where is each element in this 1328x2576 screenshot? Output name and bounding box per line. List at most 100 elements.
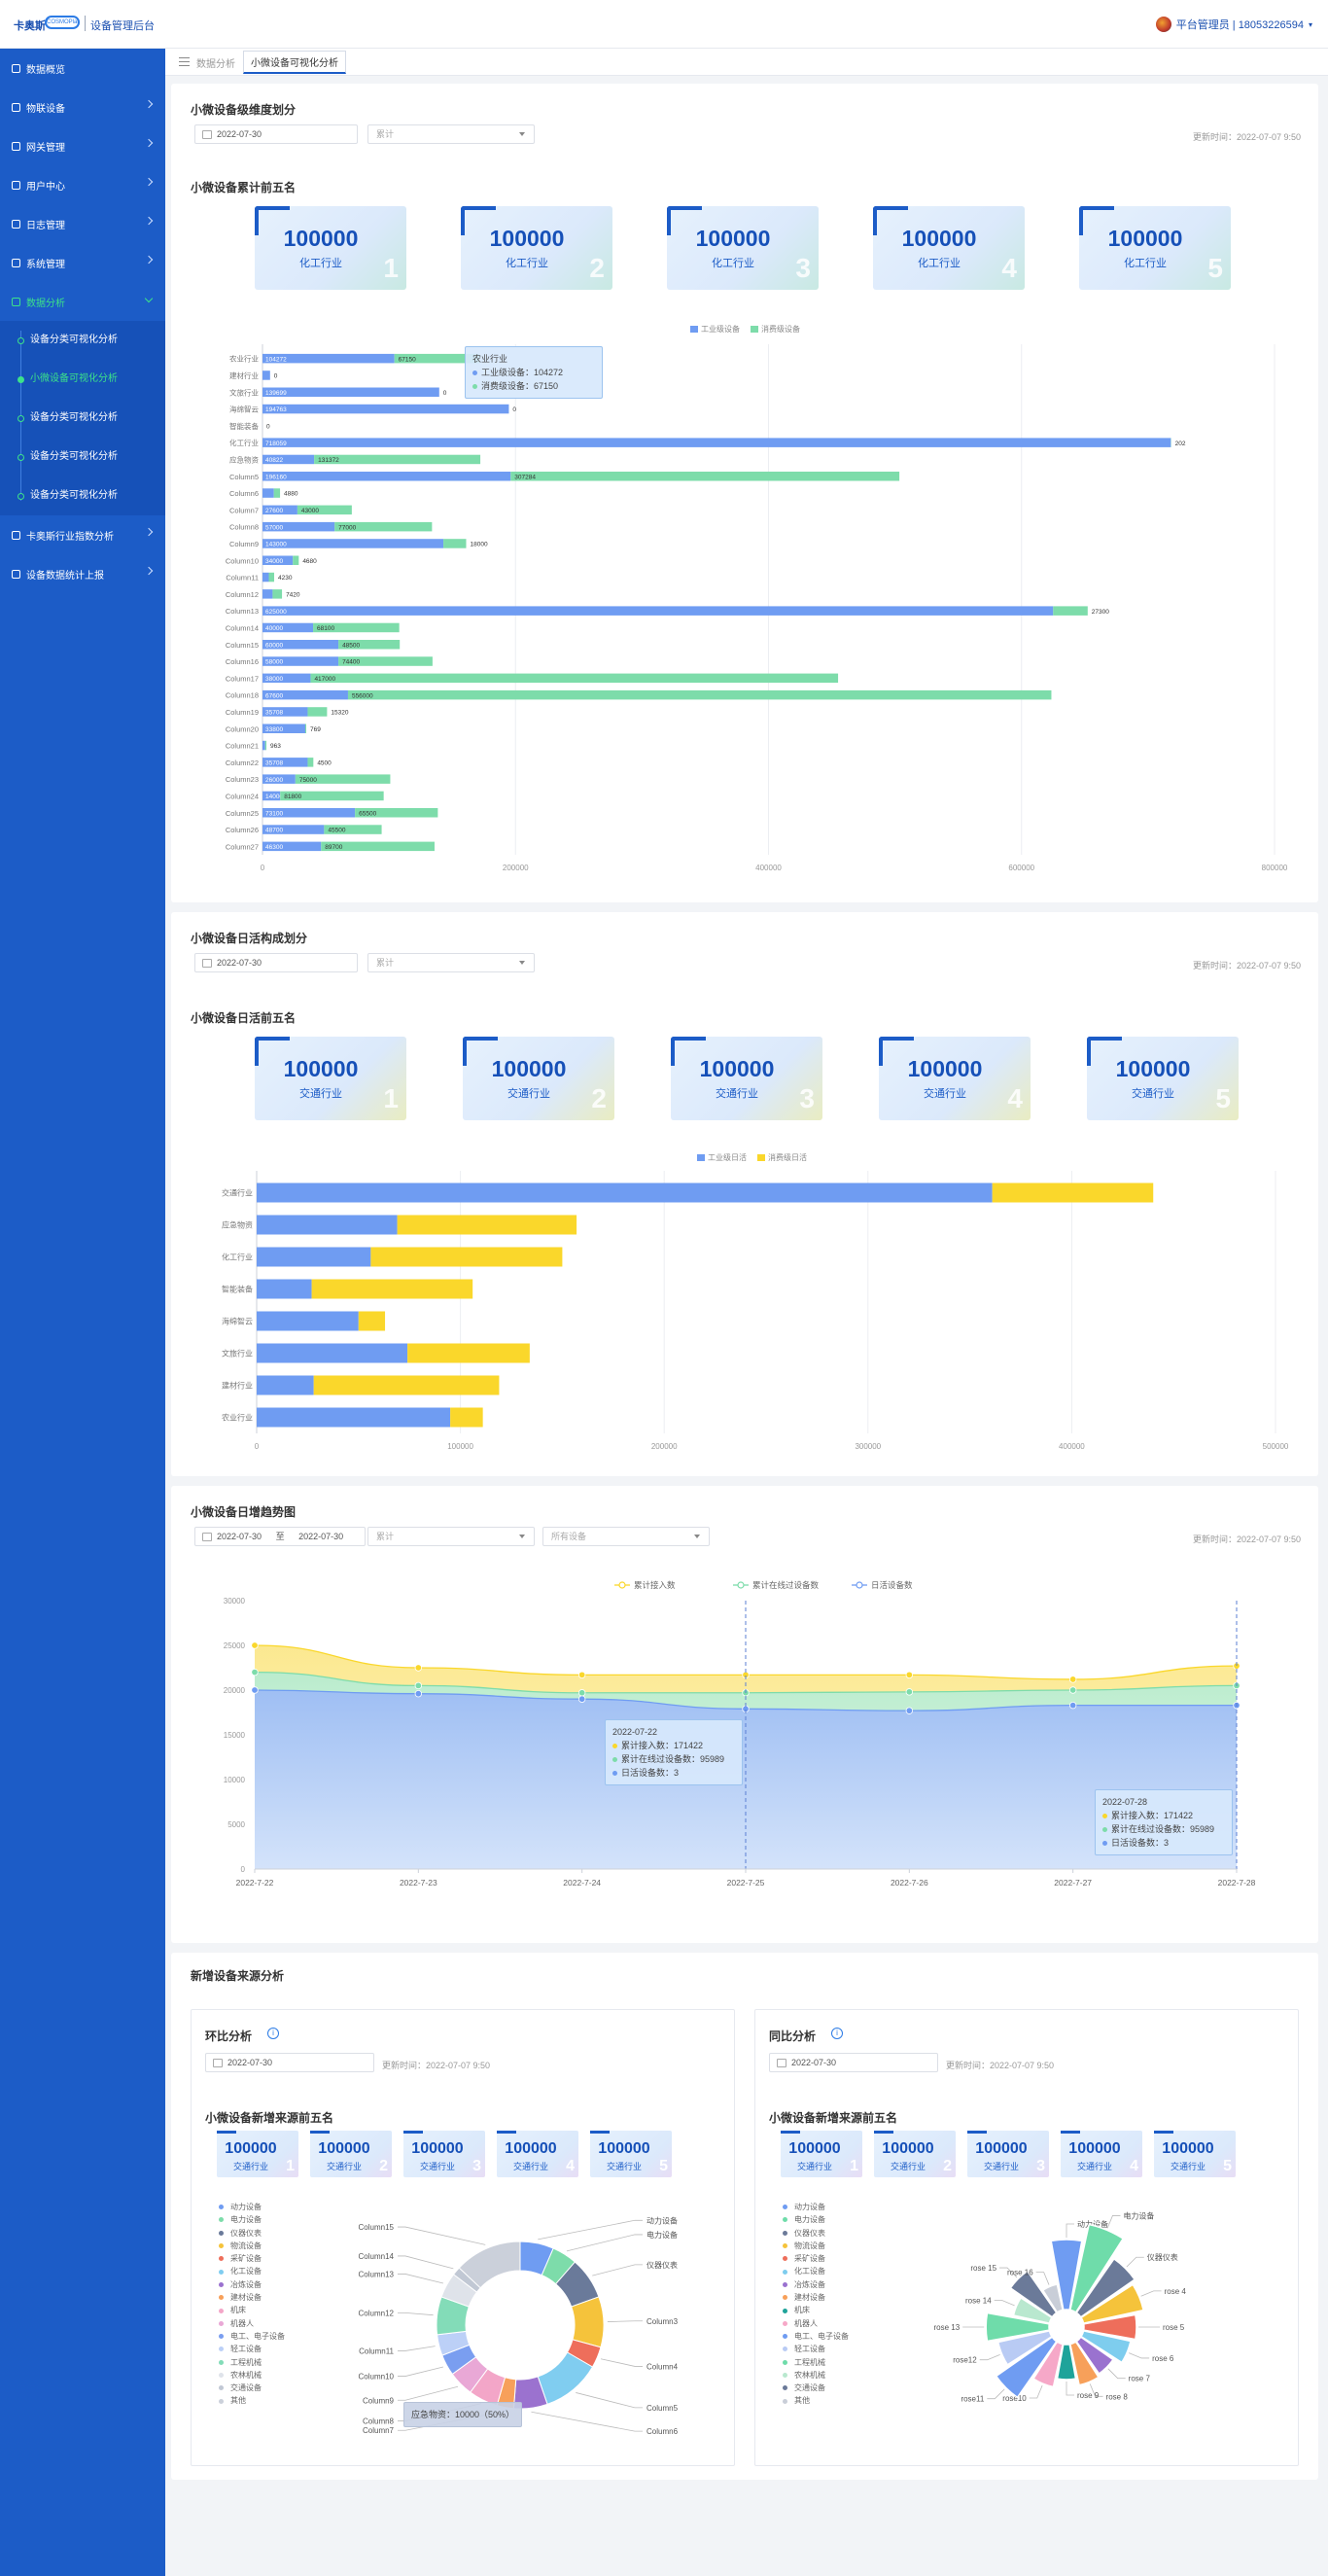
legend-item[interactable]: 交通设备 — [783, 2382, 849, 2394]
legend-item[interactable]: 电工、电子设备 — [783, 2330, 849, 2343]
legend-item[interactable]: 动力设备 — [783, 2201, 849, 2213]
legend-item[interactable]: 物流设备 — [219, 2240, 285, 2252]
legend-label: 工程机械 — [230, 2357, 262, 2367]
sidebar-subitem[interactable]: 设备分类可视化分析 — [0, 321, 165, 360]
legend-item[interactable]: 采矿设备 — [783, 2252, 849, 2265]
sidebar-subitem-active[interactable]: 小微设备可视化分析 — [0, 360, 165, 399]
legend-item[interactable]: 轻工设备 — [219, 2343, 285, 2355]
rose-petal — [985, 2311, 1051, 2343]
date-range-picker[interactable]: 2022-07-30 至 2022-07-30 — [194, 1527, 366, 1546]
bar — [304, 723, 306, 733]
x-tick-label: 300000 — [855, 1442, 881, 1451]
legend-item[interactable]: 交通设备 — [219, 2382, 285, 2394]
type-select[interactable]: 累计 — [367, 124, 535, 144]
sidebar-subitem[interactable]: 设备分类可视化分析 — [0, 399, 165, 438]
legend-item[interactable]: 化工设备 — [219, 2265, 285, 2277]
rank-card: 100000 交通行业 4 — [1061, 2131, 1142, 2177]
logo-divider — [85, 16, 86, 31]
tooltip-value: 累计在线过设备数：95989 — [621, 1754, 725, 1764]
leader-line — [1066, 2382, 1074, 2396]
legend-label: 轻工设备 — [230, 2345, 262, 2354]
user-menu[interactable]: 平台管理员 | 18053226594 ▾ — [1155, 17, 1312, 32]
sidebar-item-industry-index[interactable]: 卡奥斯行业指数分析 — [0, 515, 165, 554]
bar — [262, 438, 1171, 447]
legend-item[interactable]: 建材设备 — [219, 2291, 285, 2304]
rank-card: 100000 化工行业 4 — [873, 206, 1025, 290]
legend-item[interactable]: 农林机械 — [219, 2369, 285, 2382]
date-picker[interactable]: 2022-07-30 — [769, 2053, 938, 2072]
tooltip-row: 累计接入数：171422 — [1102, 1809, 1225, 1822]
info-icon[interactable]: i — [267, 2028, 279, 2039]
type-select[interactable]: 累计 — [367, 953, 535, 972]
sidebar-subitem-label: 小微设备可视化分析 — [30, 373, 118, 384]
tab-data-analysis[interactable]: 数据分析 — [196, 59, 235, 70]
x-tick-label: 2022-7-23 — [400, 1878, 437, 1888]
y-tick-label: Column15 — [226, 641, 259, 650]
bar — [262, 723, 305, 733]
sidebar-item-analysis[interactable]: 数据分析 — [0, 282, 165, 321]
leader-line — [398, 2385, 459, 2401]
legend-label: 轻工设备 — [794, 2345, 825, 2354]
sidebar-subitem[interactable]: 设备分类可视化分析 — [0, 476, 165, 515]
sidebar-item-gateway[interactable]: 网关管理 — [0, 126, 165, 165]
date-picker[interactable]: 2022-07-30 — [194, 953, 358, 972]
legend-item[interactable]: 电力设备 — [783, 2213, 849, 2226]
legend-item[interactable]: 建材设备 — [783, 2291, 849, 2304]
menu-icon[interactable] — [179, 57, 190, 66]
x-tick-label: 400000 — [755, 864, 782, 872]
x-tick-label: 200000 — [503, 864, 529, 872]
date-picker[interactable]: 2022-07-30 — [205, 2053, 374, 2072]
legend-item[interactable]: 动力设备 — [219, 2201, 285, 2213]
sidebar-item-users[interactable]: 用户中心 — [0, 165, 165, 204]
slice-label: Column15 — [359, 2223, 395, 2232]
data-point — [905, 1688, 914, 1696]
rank-label: 交通行业 — [606, 2162, 642, 2171]
petal-label: rose 13 — [934, 2323, 961, 2332]
y-tick-label: 5000 — [227, 1820, 245, 1829]
tooltip-value: 累计在线过设备数：95989 — [1111, 1824, 1215, 1834]
legend-item[interactable]: 机床 — [219, 2304, 285, 2316]
bar — [355, 808, 438, 818]
legend-item[interactable]: 机器人 — [219, 2317, 285, 2330]
bar — [262, 622, 314, 633]
legend-item[interactable]: 化工设备 — [783, 2265, 849, 2277]
sidebar-item-system[interactable]: 系统管理 — [0, 243, 165, 282]
legend-item[interactable]: 机床 — [783, 2304, 849, 2316]
legend-item[interactable]: 物流设备 — [783, 2240, 849, 2252]
slice-label: Column8 — [363, 2417, 395, 2426]
sidebar-subitem[interactable]: 设备分类可视化分析 — [0, 438, 165, 476]
sidebar-item-report[interactable]: 设备数据统计上报 — [0, 554, 165, 593]
legend-item[interactable]: 仪器仪表 — [783, 2227, 849, 2240]
bar — [310, 673, 839, 684]
legend-item[interactable]: 其他 — [783, 2394, 849, 2407]
legend-item[interactable]: 轻工设备 — [783, 2343, 849, 2355]
legend-label: 交通设备 — [230, 2383, 262, 2393]
sidebar-item-devices[interactable]: 物联设备 — [0, 88, 165, 126]
data-label: 769 — [310, 726, 321, 733]
data-label: 65500 — [359, 810, 376, 817]
device-select[interactable]: 所有设备 — [542, 1527, 710, 1546]
legend-item[interactable]: 冶炼设备 — [783, 2278, 849, 2291]
tab-micro-device[interactable]: 小微设备可视化分析 — [243, 51, 346, 74]
bar — [262, 521, 335, 532]
date-picker[interactable]: 2022-07-30 — [194, 124, 358, 144]
legend-item[interactable]: 农林机械 — [783, 2369, 849, 2382]
legend-item[interactable]: 工程机械 — [219, 2356, 285, 2369]
sidebar-item-logs[interactable]: 日志管理 — [0, 204, 165, 243]
info-icon[interactable]: i — [831, 2028, 843, 2039]
legend-item[interactable]: 工程机械 — [783, 2356, 849, 2369]
legend-item[interactable]: 采矿设备 — [219, 2252, 285, 2265]
legend-item[interactable]: 电工、电子设备 — [219, 2330, 285, 2343]
sidebar-item-overview[interactable]: 数据概览 — [0, 49, 165, 88]
legend-label: 日活设备数 — [871, 1580, 913, 1590]
legend-item[interactable]: 仪器仪表 — [219, 2227, 285, 2240]
legend-label: 农林机械 — [230, 2370, 262, 2380]
rank-label: 化工行业 — [712, 258, 754, 269]
legend-item[interactable]: 电力设备 — [219, 2213, 285, 2226]
chart-legend: 工业级日活 消费级日活 — [697, 1152, 807, 1162]
bar — [280, 791, 384, 801]
legend-item[interactable]: 冶炼设备 — [219, 2278, 285, 2291]
type-select[interactable]: 累计 — [367, 1527, 535, 1546]
legend-item[interactable]: 机器人 — [783, 2317, 849, 2330]
legend-item[interactable]: 其他 — [219, 2394, 285, 2407]
